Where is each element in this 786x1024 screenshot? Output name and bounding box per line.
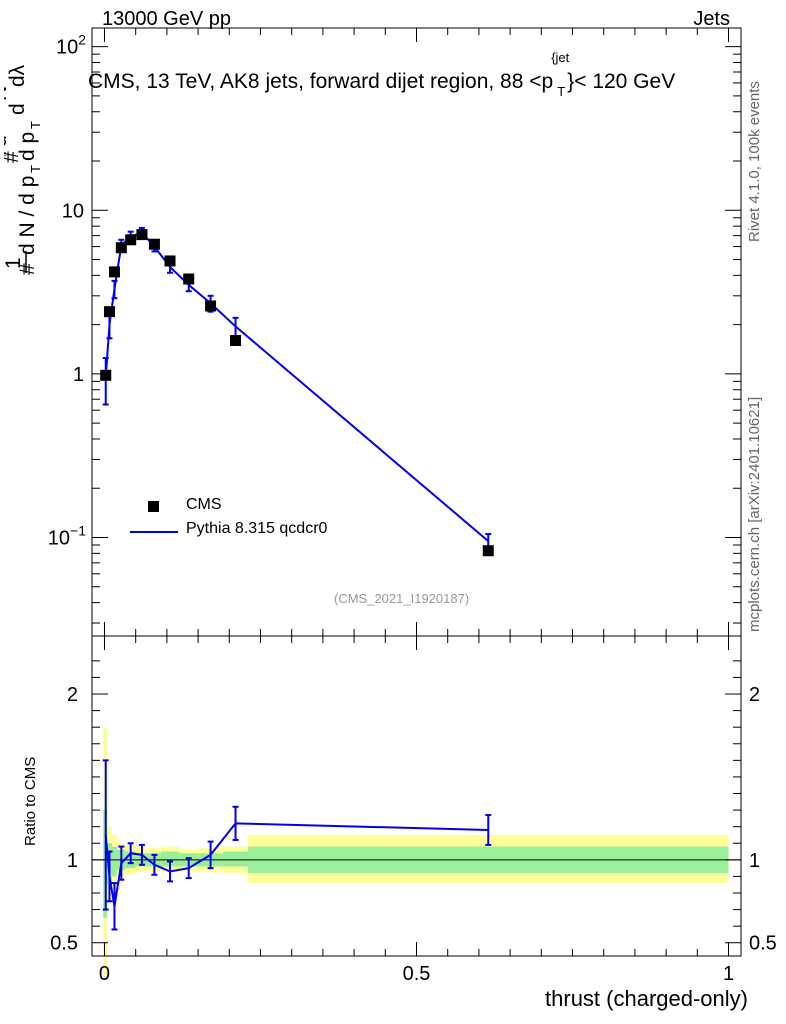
ratio-y-tick-label: 2 [67, 684, 78, 706]
pythia-line [104, 231, 489, 542]
svg-text:N: N [4, 86, 11, 101]
analysis-id: (CMS_2021_I1920187) [334, 591, 470, 606]
cms-data-point [148, 238, 160, 250]
legend-marker-cms [148, 501, 159, 512]
svg-text:dλ: dλ [6, 64, 29, 87]
x-tick-label: 0 [99, 963, 110, 985]
ratio-band-inner [111, 846, 117, 877]
cms-data-point [125, 234, 137, 246]
title-main: CMS, 13 TeV, AK8 jets, forward dijet reg… [88, 70, 554, 93]
legend-line-pythia [130, 531, 178, 533]
svg-text:d: d [6, 103, 29, 115]
ratio-y-tick-label: 0.5 [50, 933, 78, 955]
cms-data-point [136, 229, 148, 241]
ratio-y-tick-label-right: 1 [749, 850, 760, 872]
x-axis-label: thrust (charged-only) [545, 986, 748, 1011]
title-sup: {jet [551, 50, 570, 65]
legend-label-cms: CMS [186, 496, 222, 513]
cms-data-point [100, 369, 112, 381]
ratio-band-inner [223, 851, 249, 867]
cms-data-point [164, 255, 176, 267]
cms-data-point [115, 242, 127, 254]
cms-data-point [205, 300, 217, 312]
y-tick-label: 10 [62, 200, 84, 222]
ratio-frame [91, 635, 742, 957]
svg-text:#: # [4, 149, 9, 157]
svg-text:d p: d p [16, 132, 39, 161]
cms-data-point [183, 273, 195, 285]
y-tick-label: 1 [73, 364, 84, 386]
svg-text:d: d [4, 135, 11, 147]
x-tick-label: 1 [723, 963, 734, 985]
x-tick-label: 0.5 [403, 963, 431, 985]
title-tail: }< 120 GeV [567, 70, 676, 93]
legend: CMS Pythia 8.315 qcdcr0 [128, 496, 388, 550]
svg-text:#: # [16, 263, 39, 275]
svg-text:1: 1 [4, 257, 25, 269]
svg-text:d N / d p: d N / d p [16, 176, 39, 255]
ratio-band-inner [160, 851, 180, 867]
category-label: Jets [693, 8, 730, 30]
ratio-panel: 0 0.5 1 0.5 0.5 1 1 2 2 [50, 635, 777, 985]
cms-data-point [103, 306, 115, 318]
svg-text:T: T [28, 121, 43, 129]
svg-text:#: # [4, 151, 23, 163]
cms-data-point [230, 334, 242, 346]
legend-label-pythia: Pythia 8.315 qcdcr0 [186, 520, 328, 537]
plot-title: CMS, 13 TeV, AK8 jets, forward dijet reg… [88, 50, 676, 99]
energy-label: 13000 GeV pp [102, 8, 231, 30]
ratio-y-tick-label-right: 0.5 [749, 933, 777, 955]
ratio-y-tick-label: 1 [67, 850, 78, 872]
y-tick-label: 102 [56, 32, 86, 59]
ratio-y-tick-label-right: 2 [749, 684, 760, 706]
y-tick-label: 10−1 [48, 522, 86, 549]
cms-data-point [482, 545, 494, 557]
svg-text:T: T [28, 165, 43, 173]
title-sub: T [557, 84, 566, 99]
main-frame [91, 27, 742, 637]
cms-data-point [108, 266, 120, 278]
main-panel: 10−1 1 10 102 [48, 27, 742, 650]
